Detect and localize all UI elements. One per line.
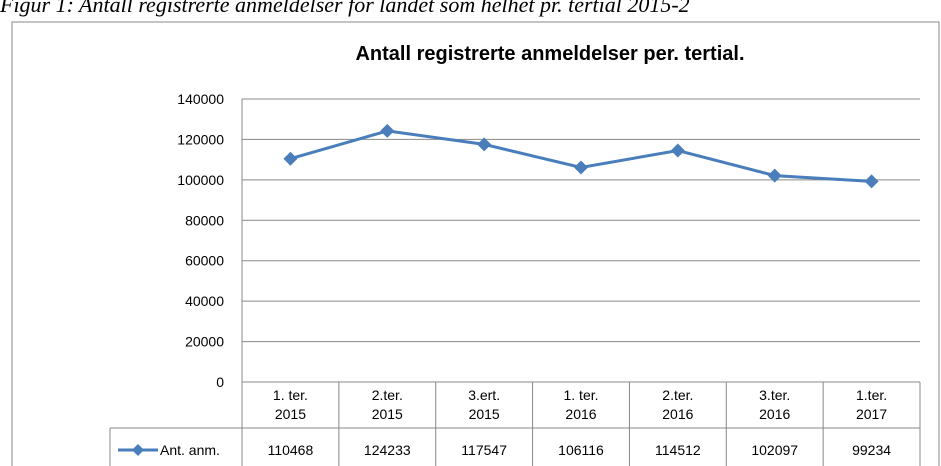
chart-border (11, 21, 940, 466)
data-table-value: 102097 (751, 442, 798, 458)
marker (670, 143, 685, 158)
data-table-value: 106116 (558, 442, 604, 458)
caption: Figur 1: Antall registrerte anmeldelser … (0, 0, 690, 17)
y-tick-label: 140000 (177, 91, 224, 107)
y-tick-label: 80000 (185, 212, 224, 228)
marker (380, 123, 395, 138)
marker (864, 174, 879, 189)
legend-marker (132, 444, 144, 456)
y-tick-label: 40000 (185, 293, 224, 309)
chart-title: Antall registrerte anmeldelser per. tert… (355, 43, 744, 65)
data-table-value: 110468 (268, 442, 314, 458)
marker (574, 160, 588, 175)
y-tick-label: 0 (216, 374, 224, 390)
marker (767, 168, 782, 183)
marker (477, 137, 492, 152)
x-tick-label: 3.ter. 2016 (759, 387, 790, 422)
x-tick-label: 2.ter. 2016 (662, 387, 693, 422)
y-tick-label: 100000 (177, 172, 224, 188)
x-tick-label: 1. ter. 2016 (563, 387, 598, 422)
data-table-value: 124233 (364, 442, 411, 458)
data-table-value: 99234 (852, 442, 891, 458)
y-tick-label: 120000 (177, 131, 224, 147)
x-tick-label: 1.ter. 2017 (856, 387, 887, 422)
data-table-value: 117547 (461, 442, 507, 458)
y-tick-label: 20000 (185, 334, 224, 350)
data-table-value: 114512 (655, 442, 701, 458)
marker (283, 151, 298, 166)
x-tick-label: 2.ter. 2015 (372, 387, 403, 422)
x-tick-label: 3.ert. 2015 (468, 387, 500, 422)
x-tick-label: 1. ter. 2015 (273, 387, 308, 422)
y-tick-label: 60000 (185, 253, 224, 269)
legend-label: Ant. anm. (160, 442, 220, 458)
